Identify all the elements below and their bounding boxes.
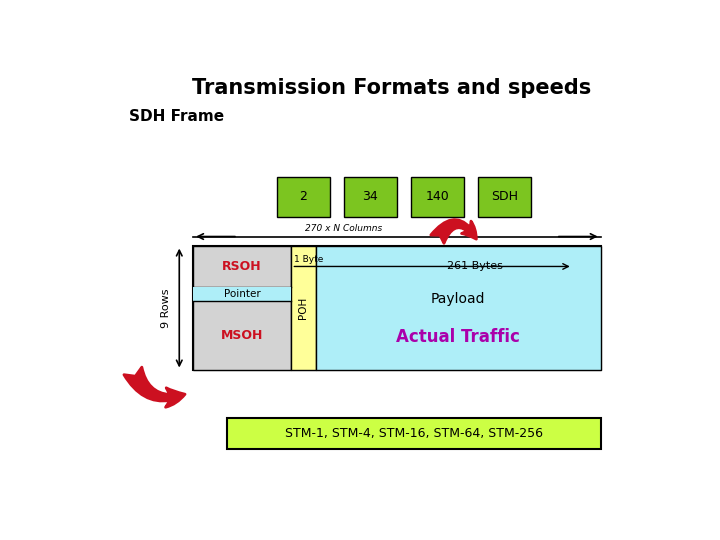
Bar [291,246,316,370]
Bar [277,177,330,217]
Text: MSOH: MSOH [221,329,264,342]
Text: SDH Frame: SDH Frame [129,109,224,124]
Bar [478,177,531,217]
Bar [227,418,600,449]
Text: SDH: SDH [491,190,518,204]
Text: 261 Bytes: 261 Bytes [447,261,503,272]
Text: 140: 140 [426,190,449,204]
Bar [344,177,397,217]
Text: 9 Rows: 9 Rows [161,288,171,328]
Text: 1 Byte: 1 Byte [294,255,323,265]
Text: 34: 34 [363,190,378,204]
Text: Actual Traffic: Actual Traffic [396,328,521,346]
Text: 2: 2 [300,190,307,204]
Text: Transmission Formats and speeds: Transmission Formats and speeds [192,78,591,98]
Bar [316,246,600,370]
Text: STM-1, STM-4, STM-16, STM-64, STM-256: STM-1, STM-4, STM-16, STM-64, STM-256 [284,427,543,440]
Text: 270 x N Columns: 270 x N Columns [305,224,382,233]
Bar [411,177,464,217]
Text: RSOH: RSOH [222,260,262,273]
Text: Payload: Payload [431,292,485,306]
Bar [193,246,600,370]
Bar [193,287,291,301]
Text: POH: POH [298,297,308,319]
Bar [193,246,291,370]
Text: Pointer: Pointer [224,289,261,299]
